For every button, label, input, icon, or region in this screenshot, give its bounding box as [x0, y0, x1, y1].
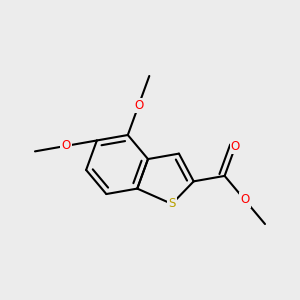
Text: S: S: [168, 197, 175, 211]
Text: O: O: [231, 140, 240, 153]
Text: O: O: [240, 194, 249, 206]
Text: O: O: [61, 140, 70, 152]
Text: O: O: [134, 99, 143, 112]
